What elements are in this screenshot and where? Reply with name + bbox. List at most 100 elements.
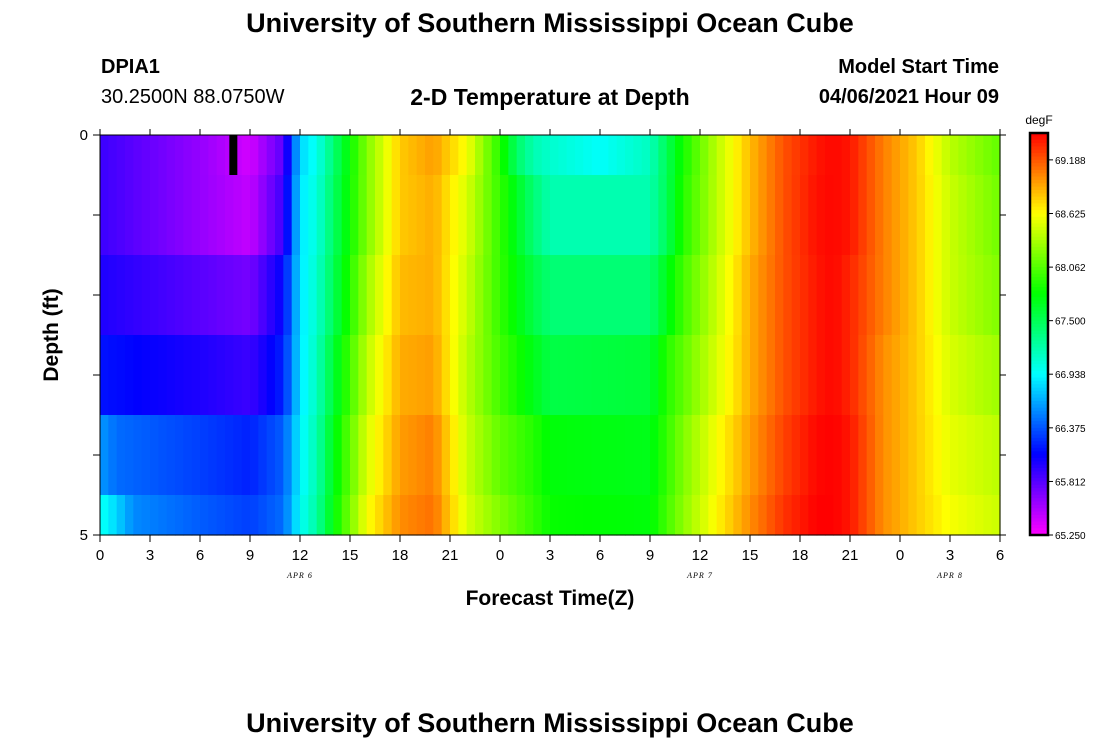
heatmap-cell [750, 255, 759, 336]
heatmap-cell [941, 495, 951, 536]
heatmap-cell [433, 175, 443, 256]
heatmap-cell [733, 135, 743, 176]
heatmap-cell [183, 415, 193, 496]
heatmap-cell [775, 415, 784, 496]
heatmap-cell [925, 175, 934, 256]
footer-title: University of Southern Mississippi Ocean… [246, 708, 854, 738]
heatmap-cell [966, 335, 976, 416]
heatmap-cell [866, 135, 876, 176]
heatmap-cell [875, 495, 884, 536]
colorbar-swatch [1030, 514, 1048, 519]
colorbar-swatch [1030, 253, 1048, 258]
heatmap-cell [891, 135, 901, 176]
heatmap-cell [100, 135, 109, 176]
heatmap-cell [691, 415, 701, 496]
heatmap-cell [750, 495, 759, 536]
heatmap-cell [508, 495, 518, 536]
heatmap-cell [891, 255, 901, 336]
heatmap-cell [483, 135, 493, 176]
colorbar-swatch [1030, 143, 1048, 147]
heatmap-cell [950, 415, 959, 496]
colorbar-swatch [1030, 488, 1048, 493]
heatmap-cell [525, 415, 534, 496]
heatmap-cell [775, 255, 784, 336]
heatmap-cell [600, 415, 609, 496]
heatmap-cell [500, 255, 509, 336]
heatmap-cell [441, 495, 451, 536]
colorbar-tick-label: 68.625 [1055, 209, 1086, 220]
heatmap-cell [625, 255, 634, 336]
heatmap-cell [400, 135, 409, 176]
heatmap-cell [208, 415, 218, 496]
colorbar-swatch [1030, 504, 1048, 509]
heatmap-cell [616, 495, 626, 536]
colorbar-swatch [1030, 390, 1048, 395]
heatmap-cell [283, 335, 293, 416]
heatmap-cell [933, 335, 943, 416]
heatmap-cell [658, 255, 668, 336]
heatmap-cell [325, 135, 334, 176]
heatmap-cell [658, 335, 668, 416]
colorbar-swatch [1030, 421, 1048, 426]
colorbar-swatch [1030, 233, 1048, 238]
heatmap-cell [233, 255, 243, 336]
colorbar-swatch [1030, 193, 1048, 198]
colorbar-swatch [1030, 494, 1048, 499]
heatmap-cell [550, 415, 559, 496]
heatmap-cell [816, 175, 826, 256]
heatmap-cell [383, 415, 393, 496]
heatmap-cell [633, 495, 643, 536]
heatmap-cell [583, 335, 593, 416]
heatmap-cell [200, 255, 209, 336]
heatmap-cell [358, 175, 368, 256]
heatmap-cell [325, 495, 334, 536]
heatmap-cell [316, 415, 326, 496]
heatmap-cell [558, 175, 568, 256]
heatmap-cell [125, 495, 134, 536]
heatmap-cell [916, 135, 926, 176]
heatmap-cell [458, 175, 468, 256]
colorbar-swatch [1030, 320, 1048, 325]
heatmap-cell [141, 135, 151, 176]
heatmap-cell [550, 175, 559, 256]
heatmap-cell [491, 335, 501, 416]
heatmap-cell [650, 335, 659, 416]
colorbar-swatch [1030, 133, 1048, 137]
heatmap-cell [300, 255, 309, 336]
heatmap-cell [100, 415, 109, 496]
heatmap-cell [791, 415, 801, 496]
colorbar-swatch [1030, 524, 1048, 529]
heatmap-cell [566, 135, 576, 176]
heatmap-cell [300, 135, 309, 176]
heatmap-cell [875, 135, 884, 176]
heatmap-cell [558, 415, 568, 496]
heatmap-cell [233, 415, 243, 496]
heatmap-cell [158, 495, 168, 536]
heatmap-cell [316, 495, 326, 536]
heatmap-cell [741, 335, 751, 416]
heatmap-cell [558, 135, 568, 176]
colorbar-swatch [1030, 163, 1048, 168]
heatmap-cell [225, 335, 234, 416]
heatmap-cell [758, 255, 768, 336]
heatmap-cell [808, 135, 818, 176]
heatmap-cell [783, 135, 793, 176]
heatmap-cell [600, 495, 609, 536]
heatmap-cell [366, 415, 376, 496]
heatmap-cell [550, 335, 559, 416]
heatmap-cell [358, 255, 368, 336]
heatmap-cell [916, 415, 926, 496]
heatmap-cell [583, 175, 593, 256]
heatmap-cell [950, 135, 959, 176]
heatmap-cell [541, 135, 551, 176]
heatmap-cell [516, 255, 526, 336]
heatmap-cell [591, 255, 601, 336]
heatmap-cell [800, 415, 809, 496]
heatmap-cell [550, 135, 559, 176]
heatmap-cell [758, 135, 768, 176]
heatmap-cell [816, 255, 826, 336]
heatmap-cell [925, 415, 934, 496]
colorbar-swatch [1030, 236, 1048, 241]
heatmap-cell [958, 415, 968, 496]
colorbar-unit: degF [1025, 113, 1052, 127]
